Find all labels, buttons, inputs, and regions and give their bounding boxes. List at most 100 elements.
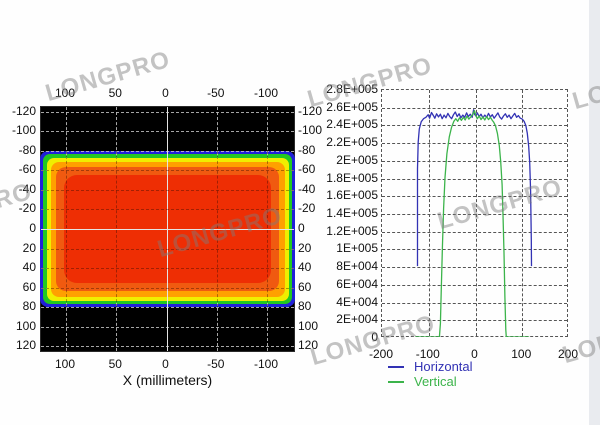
- y-tick-right: 0: [298, 221, 305, 235]
- rp-x-tick: 0: [471, 347, 478, 361]
- gridline-h: [41, 150, 294, 152]
- rp-y-tick: 8E+004: [336, 259, 378, 274]
- y-tick-right: -80: [298, 142, 316, 157]
- x-tick-bottom: 100: [54, 357, 76, 371]
- rp-y-tick: 1.2E+005: [326, 223, 378, 238]
- y-tick-left: 20: [22, 240, 36, 255]
- gridline-h-beam: [41, 189, 294, 191]
- rp-gridline-h: [382, 125, 567, 127]
- y-tick-left: 80: [22, 299, 36, 314]
- y-tick-left: 0: [29, 221, 36, 235]
- rp-gridline-h: [382, 196, 567, 198]
- rp-y-tick: 6E+004: [336, 276, 378, 291]
- y-tick-right: -120: [298, 103, 323, 118]
- rp-gridline-h: [382, 214, 567, 215]
- gridline-h-beam: [41, 268, 294, 270]
- x-tick-bottom: 0: [162, 357, 169, 371]
- y-tick-left: 100: [15, 318, 36, 333]
- crosshair-horizontal: [41, 229, 294, 230]
- curve-vertical: [415, 110, 530, 337]
- rp-gridline-h: [382, 302, 567, 304]
- profiles-legend: Horizontal Vertical: [388, 359, 473, 389]
- heatmap-panel: [40, 106, 295, 352]
- y-tick-right: -100: [298, 123, 323, 138]
- rp-y-tick: 1E+005: [336, 241, 378, 256]
- legend-item-horizontal: Horizontal: [388, 359, 473, 374]
- gridline-h-beam: [41, 287, 294, 289]
- gridline-v-beam: [216, 151, 218, 307]
- gridline-v-beam: [116, 151, 118, 307]
- rp-gridline-h: [382, 160, 567, 162]
- x-tick-top: 0: [162, 86, 169, 100]
- y-tick-right: 100: [298, 318, 319, 333]
- legend-label: Vertical: [414, 374, 457, 389]
- y-tick-left: 40: [22, 260, 36, 275]
- x-tick-bottom: 50: [108, 357, 122, 371]
- y-tick-left: -20: [18, 201, 36, 216]
- window-edge-strip: [589, 0, 600, 425]
- y-tick-left: 60: [22, 279, 36, 294]
- rp-y-tick: 2.2E+005: [326, 135, 378, 150]
- rp-x-tick: -200: [368, 347, 394, 361]
- rp-y-tick: 2E+005: [336, 152, 378, 167]
- y-tick-left: -100: [11, 123, 36, 138]
- x-tick-bottom: -100: [253, 357, 279, 371]
- gridline-h-beam: [41, 170, 294, 172]
- x-tick-top: -100: [253, 86, 279, 100]
- rp-y-tick: 1.8E+005: [326, 170, 378, 185]
- rp-y-tick: 1.6E+005: [326, 188, 378, 203]
- rp-y-tick: 2.8E+005: [326, 82, 378, 96]
- x-tick-top: -50: [207, 86, 225, 100]
- gridline-v-beam: [267, 151, 268, 307]
- y-tick-right: -60: [298, 162, 316, 177]
- profiles-curves: [415, 109, 533, 337]
- curve-horizontal: [416, 109, 533, 267]
- y-tick-left: -120: [11, 103, 36, 118]
- gridline-h: [41, 111, 294, 113]
- rp-gridline-h: [382, 143, 567, 145]
- legend-dash-icon: [388, 365, 404, 368]
- gridline-h: [41, 131, 294, 133]
- y-tick-right: 40: [298, 260, 312, 275]
- gridline-h-beam: [41, 248, 294, 250]
- profiles-panel: [381, 89, 568, 337]
- gridline-h: [41, 307, 294, 309]
- x-tick-top: 50: [108, 86, 122, 100]
- legend-label: Horizontal: [414, 359, 473, 374]
- rp-gridline-h: [382, 178, 567, 180]
- gridline-h-beam: [41, 209, 294, 211]
- rp-x-tick: 200: [557, 347, 579, 361]
- x-tick-bottom: -50: [207, 357, 225, 371]
- y-tick-right: -20: [298, 201, 316, 216]
- y-tick-left: -40: [18, 181, 36, 196]
- y-tick-right: 80: [298, 299, 312, 314]
- rp-gridline-h: [382, 231, 567, 233]
- legend-item-vertical: Vertical: [388, 374, 473, 389]
- rp-gridline-h: [382, 320, 567, 322]
- x-tick-top: 100: [54, 86, 76, 100]
- rp-gridline-h: [382, 267, 567, 269]
- rp-y-tick: 2E+004: [336, 312, 378, 327]
- gridline-h: [41, 346, 294, 348]
- rp-y-tick: 0: [371, 330, 378, 344]
- y-tick-right: 60: [298, 279, 312, 294]
- rp-y-tick: 1.4E+005: [326, 206, 378, 220]
- rp-y-tick: 4E+004: [336, 294, 378, 309]
- rp-x-tick: 100: [511, 347, 532, 361]
- rp-gridline-v: [475, 90, 477, 336]
- gridline-h: [41, 326, 294, 328]
- rp-y-tick: 2.4E+005: [326, 117, 378, 132]
- y-tick-right: 120: [298, 338, 319, 353]
- rp-gridline-h: [382, 107, 567, 109]
- y-tick-left: 120: [15, 338, 36, 353]
- rp-y-tick: 2.6E+005: [326, 99, 378, 114]
- rp-x-tick: -100: [415, 347, 440, 361]
- rp-gridline-v: [522, 90, 524, 336]
- y-tick-left: -60: [18, 162, 36, 177]
- legend-dash-icon: [388, 380, 404, 383]
- y-tick-right: 20: [298, 240, 312, 255]
- rp-gridline-v: [428, 90, 430, 336]
- rp-gridline-h: [382, 284, 567, 286]
- rp-gridline-h: [382, 249, 567, 251]
- gridline-v-beam: [66, 151, 67, 307]
